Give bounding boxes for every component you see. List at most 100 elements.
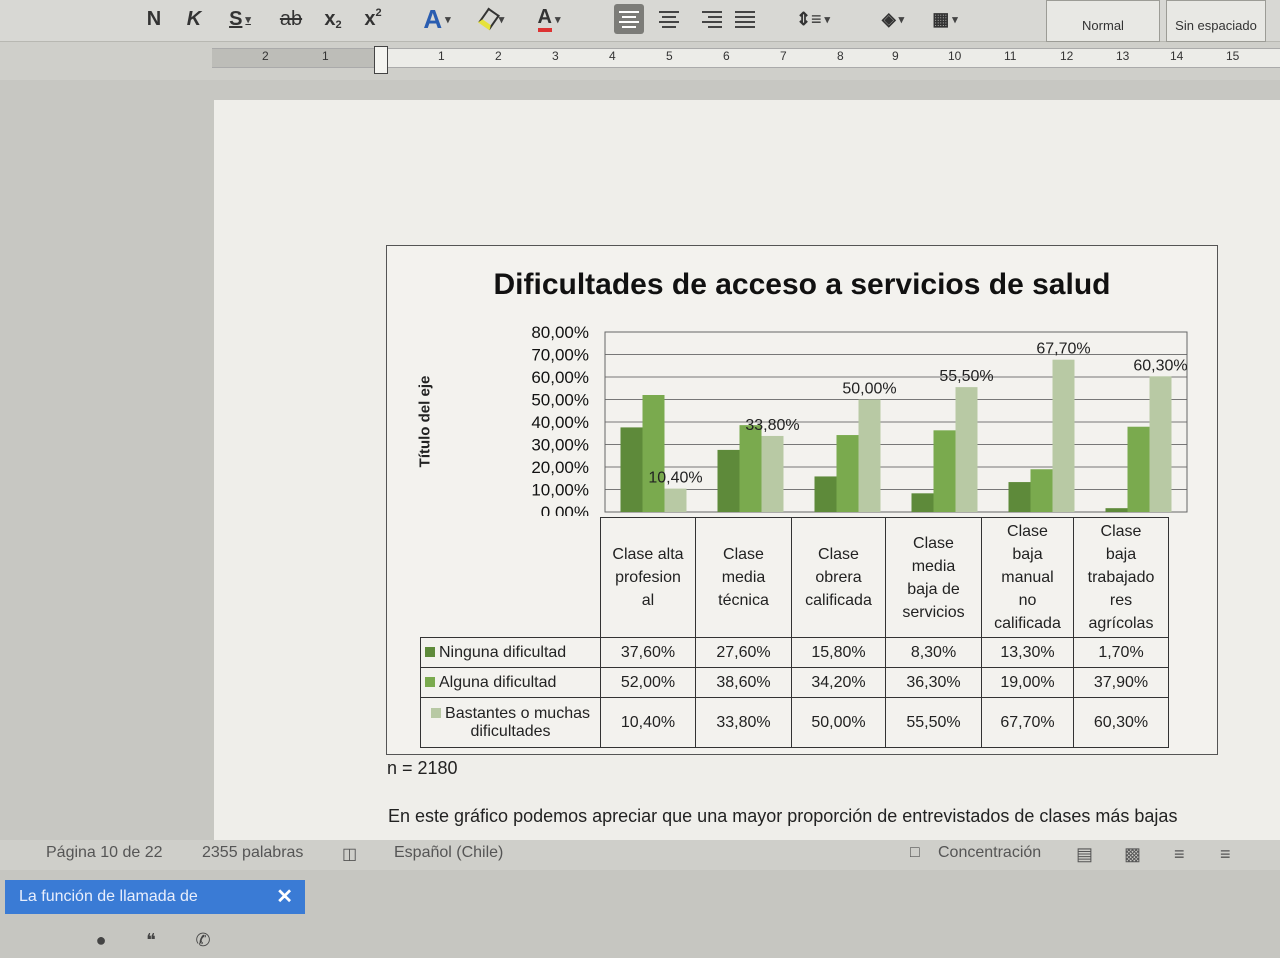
bar-ninguna[interactable] <box>814 476 837 512</box>
bar-ninguna[interactable] <box>1008 482 1031 512</box>
bar-ninguna[interactable] <box>911 493 934 512</box>
language-indicator[interactable]: Español (Chile) <box>394 844 504 861</box>
category-label-line: Clase <box>1007 523 1048 540</box>
table-cell: 37,90% <box>1073 667 1169 698</box>
data-label: 67,70% <box>1036 341 1090 358</box>
table-cell: 34,20% <box>791 667 886 698</box>
bar-alguna[interactable] <box>739 425 762 512</box>
bar-alguna[interactable] <box>642 395 665 512</box>
category-cell: Clase obrera calificada <box>791 517 886 638</box>
table-row: Alguna dificultad 52,00% 38,60% 34,20% 3… <box>420 667 1169 698</box>
proofing-icon[interactable]: ◫ <box>342 846 358 863</box>
ruler-number: 10 <box>948 49 962 63</box>
web-layout-icon[interactable]: ▩ <box>1124 844 1142 864</box>
align-center-button[interactable] <box>654 2 684 36</box>
ruler-number: 8 <box>837 49 844 63</box>
bar-bastantes[interactable] <box>1149 376 1172 512</box>
table-row: Bastantes o muchas dificultades 10,40% 33… <box>420 697 1169 748</box>
line-spacing-button[interactable]: ⇕≡ ▾ <box>795 8 831 29</box>
table-cell: 67,70% <box>981 697 1074 748</box>
category-label-line: calificada <box>805 592 872 609</box>
bar-ninguna[interactable] <box>1105 508 1128 512</box>
chart-container[interactable]: Dificultades de acceso a servicios de sa… <box>386 245 1218 755</box>
table-cell: 36,30% <box>885 667 982 698</box>
ruler-number: 12 <box>1060 49 1074 63</box>
style-no-spacing[interactable]: Sin espaciado <box>1166 0 1266 42</box>
y-tick-label: 0,00% <box>541 503 589 516</box>
y-tick-label: 10,00% <box>531 481 589 500</box>
close-icon[interactable]: ✕ <box>276 886 293 908</box>
category-label-line: no <box>1018 592 1037 609</box>
focus-icon[interactable]: □ <box>910 844 920 861</box>
bar-bastantes[interactable] <box>955 387 978 512</box>
ruler-number: 1 <box>322 49 329 63</box>
category-row: Clase alta profesion al Clase media técnica … <box>420 517 1169 638</box>
highlight-button[interactable]: ▾ <box>470 2 516 36</box>
bar-bastantes[interactable] <box>1052 359 1075 512</box>
text-effects-button[interactable]: A ▾ <box>423 3 451 34</box>
status-bar: Página 10 de 22 2355 palabras ◫ Español … <box>0 840 1280 870</box>
body-paragraph[interactable]: En este gráfico podemos apreciar que una… <box>388 806 1178 826</box>
align-right-button[interactable] <box>692 2 722 36</box>
shading-button[interactable]: ◈ ▾ <box>881 8 905 29</box>
paint-bucket-icon: ◈ <box>881 8 896 29</box>
chat-icon[interactable]: ❝ <box>146 930 156 950</box>
bar-ninguna[interactable] <box>717 449 740 512</box>
plot-area <box>604 331 1188 513</box>
data-label: 50,00% <box>842 381 896 398</box>
draft-view-icon[interactable]: ≡ <box>1220 844 1231 864</box>
y-tick-label: 80,00% <box>531 323 589 342</box>
bar-ninguna[interactable] <box>620 427 643 512</box>
justify-button[interactable] <box>730 2 760 36</box>
call-notification[interactable]: La función de llamada de ✕ <box>5 880 305 914</box>
horizontal-ruler[interactable]: 2 1 1 2 3 4 5 6 7 8 9 10 11 12 13 14 15 <box>0 42 1280 80</box>
ruler-number: 7 <box>780 49 787 63</box>
table-cell: 8,30% <box>885 637 982 668</box>
phone-icon[interactable]: ✆ <box>195 930 211 950</box>
print-layout-icon[interactable]: ▤ <box>1076 844 1094 864</box>
category-label-line: baja de <box>907 580 960 598</box>
table-cell: 52,00% <box>600 667 696 698</box>
underline-button[interactable]: S ▾ <box>229 7 251 30</box>
bar-bastantes[interactable] <box>761 435 784 512</box>
highlighter-icon <box>477 7 500 31</box>
align-left-button[interactable] <box>614 2 644 36</box>
strikethrough-button[interactable]: ab <box>279 7 303 30</box>
style-normal[interactable]: Normal <box>1046 0 1160 42</box>
bar-alguna[interactable] <box>836 435 859 512</box>
y-tick-label: 30,00% <box>531 436 589 455</box>
focus-mode-button[interactable]: Concentración <box>938 844 1042 861</box>
bar-bastantes[interactable] <box>858 399 881 513</box>
table-cell: 19,00% <box>981 667 1074 698</box>
category-cell: Clase media técnica <box>695 517 792 638</box>
y-tick-label: 40,00% <box>531 413 589 432</box>
ruler-number: 5 <box>666 49 673 63</box>
italic-button[interactable]: K <box>186 7 202 30</box>
category-label-line: obrera <box>815 569 862 586</box>
bar-alguna[interactable] <box>1030 469 1053 512</box>
person-icon[interactable]: ● <box>95 930 107 950</box>
bar-alguna[interactable] <box>933 430 956 512</box>
outline-view-icon[interactable]: ≡ <box>1174 844 1185 864</box>
bar-bastantes[interactable] <box>664 488 687 512</box>
category-label: Clase media técnica <box>700 543 787 612</box>
category-label-line: Clase <box>818 546 859 563</box>
ruler-number: 15 <box>1226 49 1240 63</box>
chart-data-table: Clase alta profesion al Clase media técnica … <box>420 517 1169 748</box>
data-label: 33,80% <box>745 417 799 434</box>
table-cell: 33,80% <box>695 697 792 748</box>
word-count[interactable]: 2355 palabras <box>202 844 304 861</box>
category-label-line: calificada <box>994 615 1061 632</box>
indent-marker[interactable] <box>374 46 388 74</box>
bold-button[interactable]: N <box>146 7 162 30</box>
category-label-line: servicios <box>902 603 965 621</box>
category-label-line: Clase <box>913 534 954 552</box>
borders-button[interactable]: ▦ ▾ <box>932 8 958 29</box>
font-color-button[interactable]: A ▾ <box>526 2 572 36</box>
category-label-line: media <box>721 569 766 586</box>
bar-alguna[interactable] <box>1127 426 1150 512</box>
page-count[interactable]: Página 10 de 22 <box>46 844 163 861</box>
